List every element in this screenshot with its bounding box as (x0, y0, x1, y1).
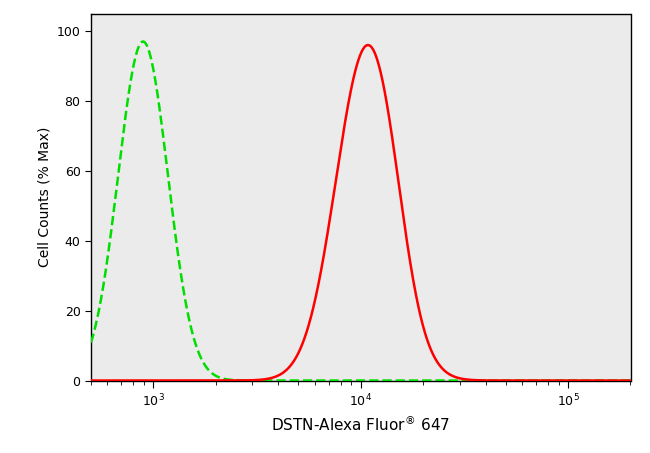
X-axis label: DSTN-Alexa Fluor$^{\mathregular{\circledR}}$ 647: DSTN-Alexa Fluor$^{\mathregular{\circled… (271, 414, 450, 434)
Y-axis label: Cell Counts (% Max): Cell Counts (% Max) (37, 127, 51, 267)
